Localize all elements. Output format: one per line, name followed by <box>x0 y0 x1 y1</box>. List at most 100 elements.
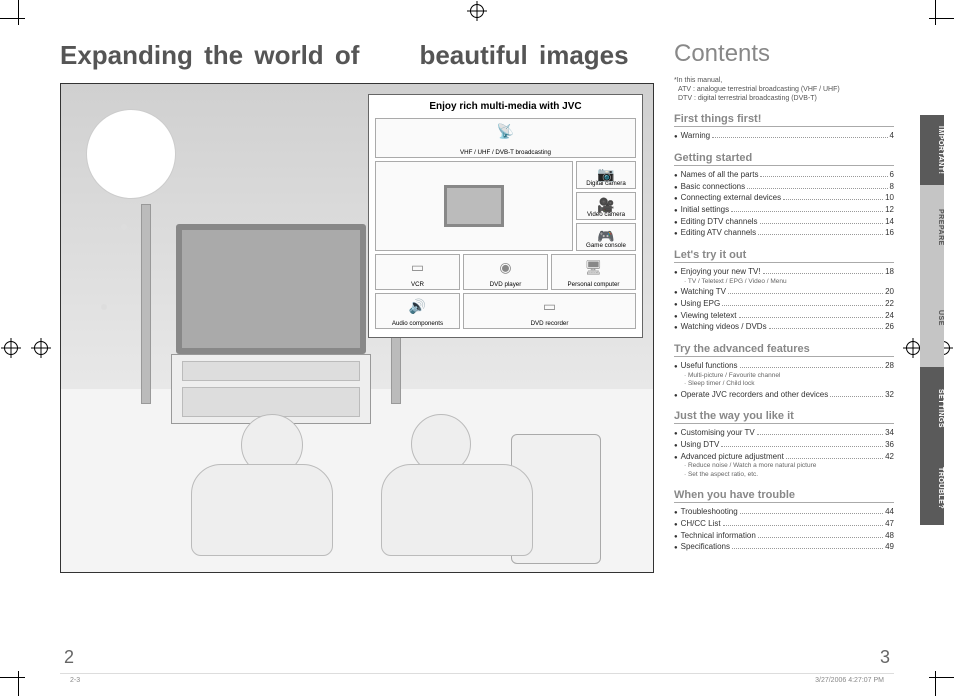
toc-leader-dots <box>739 317 884 318</box>
toc-entry-page: 26 <box>885 321 894 333</box>
toc-entry: CH/CC List47 <box>674 518 894 530</box>
game-icon: 🎮 <box>597 228 614 245</box>
crop-mark <box>18 0 19 25</box>
device-audio: 🔊 Audio components <box>375 293 460 329</box>
toc-entry: Connecting external devices10 <box>674 192 894 204</box>
device-label: VHF / UHF / DVB-T broadcasting <box>460 149 551 156</box>
toc-entry-page: 22 <box>885 298 894 310</box>
toc-leader-dots <box>731 211 883 212</box>
registration-mark-icon <box>4 341 18 355</box>
toc-section-heading: Let's try it out <box>674 249 894 263</box>
toc-entry-label: Using EPG <box>681 298 721 310</box>
multimedia-callout: Enjoy rich multi-media with JVC 📡 VHF / … <box>368 94 643 338</box>
note-line: DTV : digital terrestrial broadcasting (… <box>674 94 894 103</box>
title-part-a: Expanding the world of <box>60 40 359 70</box>
antenna-icon: 📡 <box>497 123 514 140</box>
toc-entry-page: 8 <box>890 181 894 193</box>
toc-entry: Basic connections8 <box>674 181 894 193</box>
toc-section-heading: First things first! <box>674 113 894 127</box>
toc-section-heading: Try the advanced features <box>674 343 894 357</box>
toc-leader-dots <box>830 396 883 397</box>
device-dvd-recorder: ▭ DVD recorder <box>463 293 636 329</box>
toc-entry: Using DTV36 <box>674 439 894 451</box>
section-tab: IMPORTANT! <box>920 115 944 185</box>
computer-icon: 🖥 <box>585 259 603 276</box>
spread: Expanding the world ofbeautiful images <box>60 40 894 646</box>
crop-mark <box>935 671 936 696</box>
section-tabs: IMPORTANT!PREPAREUSESETTINGSTROUBLE? <box>920 115 944 525</box>
toc-section-heading: Getting started <box>674 152 894 166</box>
toc-entry-label: Viewing teletext <box>681 310 737 322</box>
toc-entry-label: Warning <box>681 130 711 142</box>
footer-right: 3/27/2006 4:27:07 PM <box>815 677 884 684</box>
toc-entry-label: Initial settings <box>681 204 729 216</box>
toc-leader-dots <box>763 273 884 274</box>
toc-entry: Advanced picture adjustment42 <box>674 451 894 463</box>
toc-entry-label: Advanced picture adjustment <box>681 451 784 463</box>
crop-mark <box>0 18 25 19</box>
toc-subentry: · Reduce noise / Watch a more natural pi… <box>684 462 894 470</box>
toc-entry: Initial settings 12 <box>674 204 894 216</box>
section-tab: USE <box>920 269 944 367</box>
toc-section: Let's try it outEnjoying your new TV!18·… <box>674 249 894 333</box>
device-label: Audio components <box>392 320 443 327</box>
toc-entry-label: Using DTV <box>681 439 720 451</box>
toc-entry: Technical information48 <box>674 530 894 542</box>
toc-entry-label: Operate JVC recorders and other devices <box>681 389 829 401</box>
toc-entry: Editing DTV channels14 <box>674 216 894 228</box>
toc-subentry: · Multi-picture / Favourite channel <box>684 372 894 380</box>
toc-section: Just the way you like itCustomising your… <box>674 410 894 479</box>
toc-entry-label: Names of all the parts <box>681 169 759 181</box>
toc-leader-dots <box>760 176 887 177</box>
toc-leader-dots <box>747 188 887 189</box>
registration-mark-icon <box>34 341 48 355</box>
device-pc: 🖥 Personal computer <box>551 254 636 290</box>
registration-mark-icon <box>906 341 920 355</box>
toc-section: Getting startedNames of all the parts6Ba… <box>674 152 894 239</box>
toc-entry: Warning 4 <box>674 130 894 142</box>
toc-section-heading: Just the way you like it <box>674 410 894 424</box>
device-dvd-player: ◉ DVD player <box>463 254 548 290</box>
left-page: Expanding the world ofbeautiful images <box>60 40 674 646</box>
toc-subentry: · Sleep timer / Child lock <box>684 380 894 388</box>
toc-subentry: · Set the aspect ratio, etc. <box>684 471 894 479</box>
toc-entry-page: 14 <box>885 216 894 228</box>
toc-leader-dots <box>783 199 883 200</box>
toc-leader-dots <box>740 367 884 368</box>
speaker-icon: 🔊 <box>409 298 426 315</box>
crop-mark <box>0 677 25 678</box>
toc-leader-dots <box>758 537 883 538</box>
toc-section: Try the advanced featuresUseful function… <box>674 343 894 400</box>
toc-section: When you have troubleTroubleshooting44CH… <box>674 489 894 553</box>
toc-entry-page: 48 <box>885 530 894 542</box>
registration-mark-icon <box>470 4 484 18</box>
toc-entry-page: 44 <box>885 506 894 518</box>
device-label: Personal computer <box>568 281 620 288</box>
toc-leader-dots <box>712 137 887 138</box>
crop-mark <box>929 677 954 678</box>
toc-section: First things first! Warning 4 <box>674 113 894 142</box>
toc-entry-page: 28 <box>885 360 894 372</box>
page-title: Expanding the world ofbeautiful images <box>60 40 654 71</box>
toc-entry-page: 24 <box>885 310 894 322</box>
toc-entry: Viewing teletext 24 <box>674 310 894 322</box>
illustration-frame: Enjoy rich multi-media with JVC 📡 VHF / … <box>60 83 654 573</box>
toc-entry-label: Enjoying your new TV! <box>681 266 761 278</box>
section-tab: PREPARE <box>920 185 944 269</box>
device-label: DVD recorder <box>531 320 569 327</box>
device-tv-illustration <box>375 161 573 251</box>
toc-entry-page: 4 <box>890 130 894 142</box>
toc-entry: Troubleshooting44 <box>674 506 894 518</box>
device-broadcasting: 📡 VHF / UHF / DVB-T broadcasting <box>375 118 636 158</box>
crop-mark <box>935 0 936 25</box>
toc-entry-page: 16 <box>885 227 894 239</box>
device-label: VCR <box>411 281 424 288</box>
crop-mark <box>18 671 19 696</box>
toc-leader-dots <box>721 446 883 447</box>
toc-entry-page: 12 <box>885 204 894 216</box>
section-tab: TROUBLE? <box>920 451 944 525</box>
page-number-right: 3 <box>880 647 890 668</box>
device-digital-camera: 📷 Digital camera <box>576 161 636 189</box>
toc-entry: Specifications49 <box>674 541 894 553</box>
toc-entry-page: 10 <box>885 192 894 204</box>
